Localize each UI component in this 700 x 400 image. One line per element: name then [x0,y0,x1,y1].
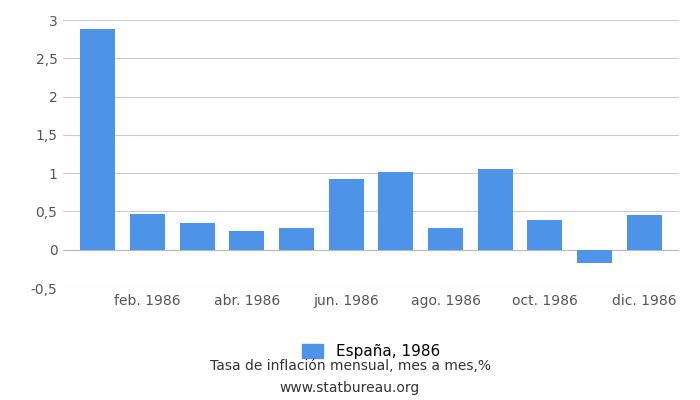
Text: Tasa de inflación mensual, mes a mes,%: Tasa de inflación mensual, mes a mes,% [209,359,491,373]
Bar [279,228,314,250]
Bar [428,228,463,250]
Bar [478,169,512,250]
Bar [80,29,116,250]
Bar [379,172,413,250]
Bar [130,214,164,250]
Bar [180,223,214,250]
Bar [230,230,264,250]
Bar [626,215,662,250]
Legend: España, 1986: España, 1986 [302,344,440,359]
Bar [329,178,363,250]
Bar [528,220,562,250]
Text: www.statbureau.org: www.statbureau.org [280,381,420,395]
Bar [578,250,612,264]
